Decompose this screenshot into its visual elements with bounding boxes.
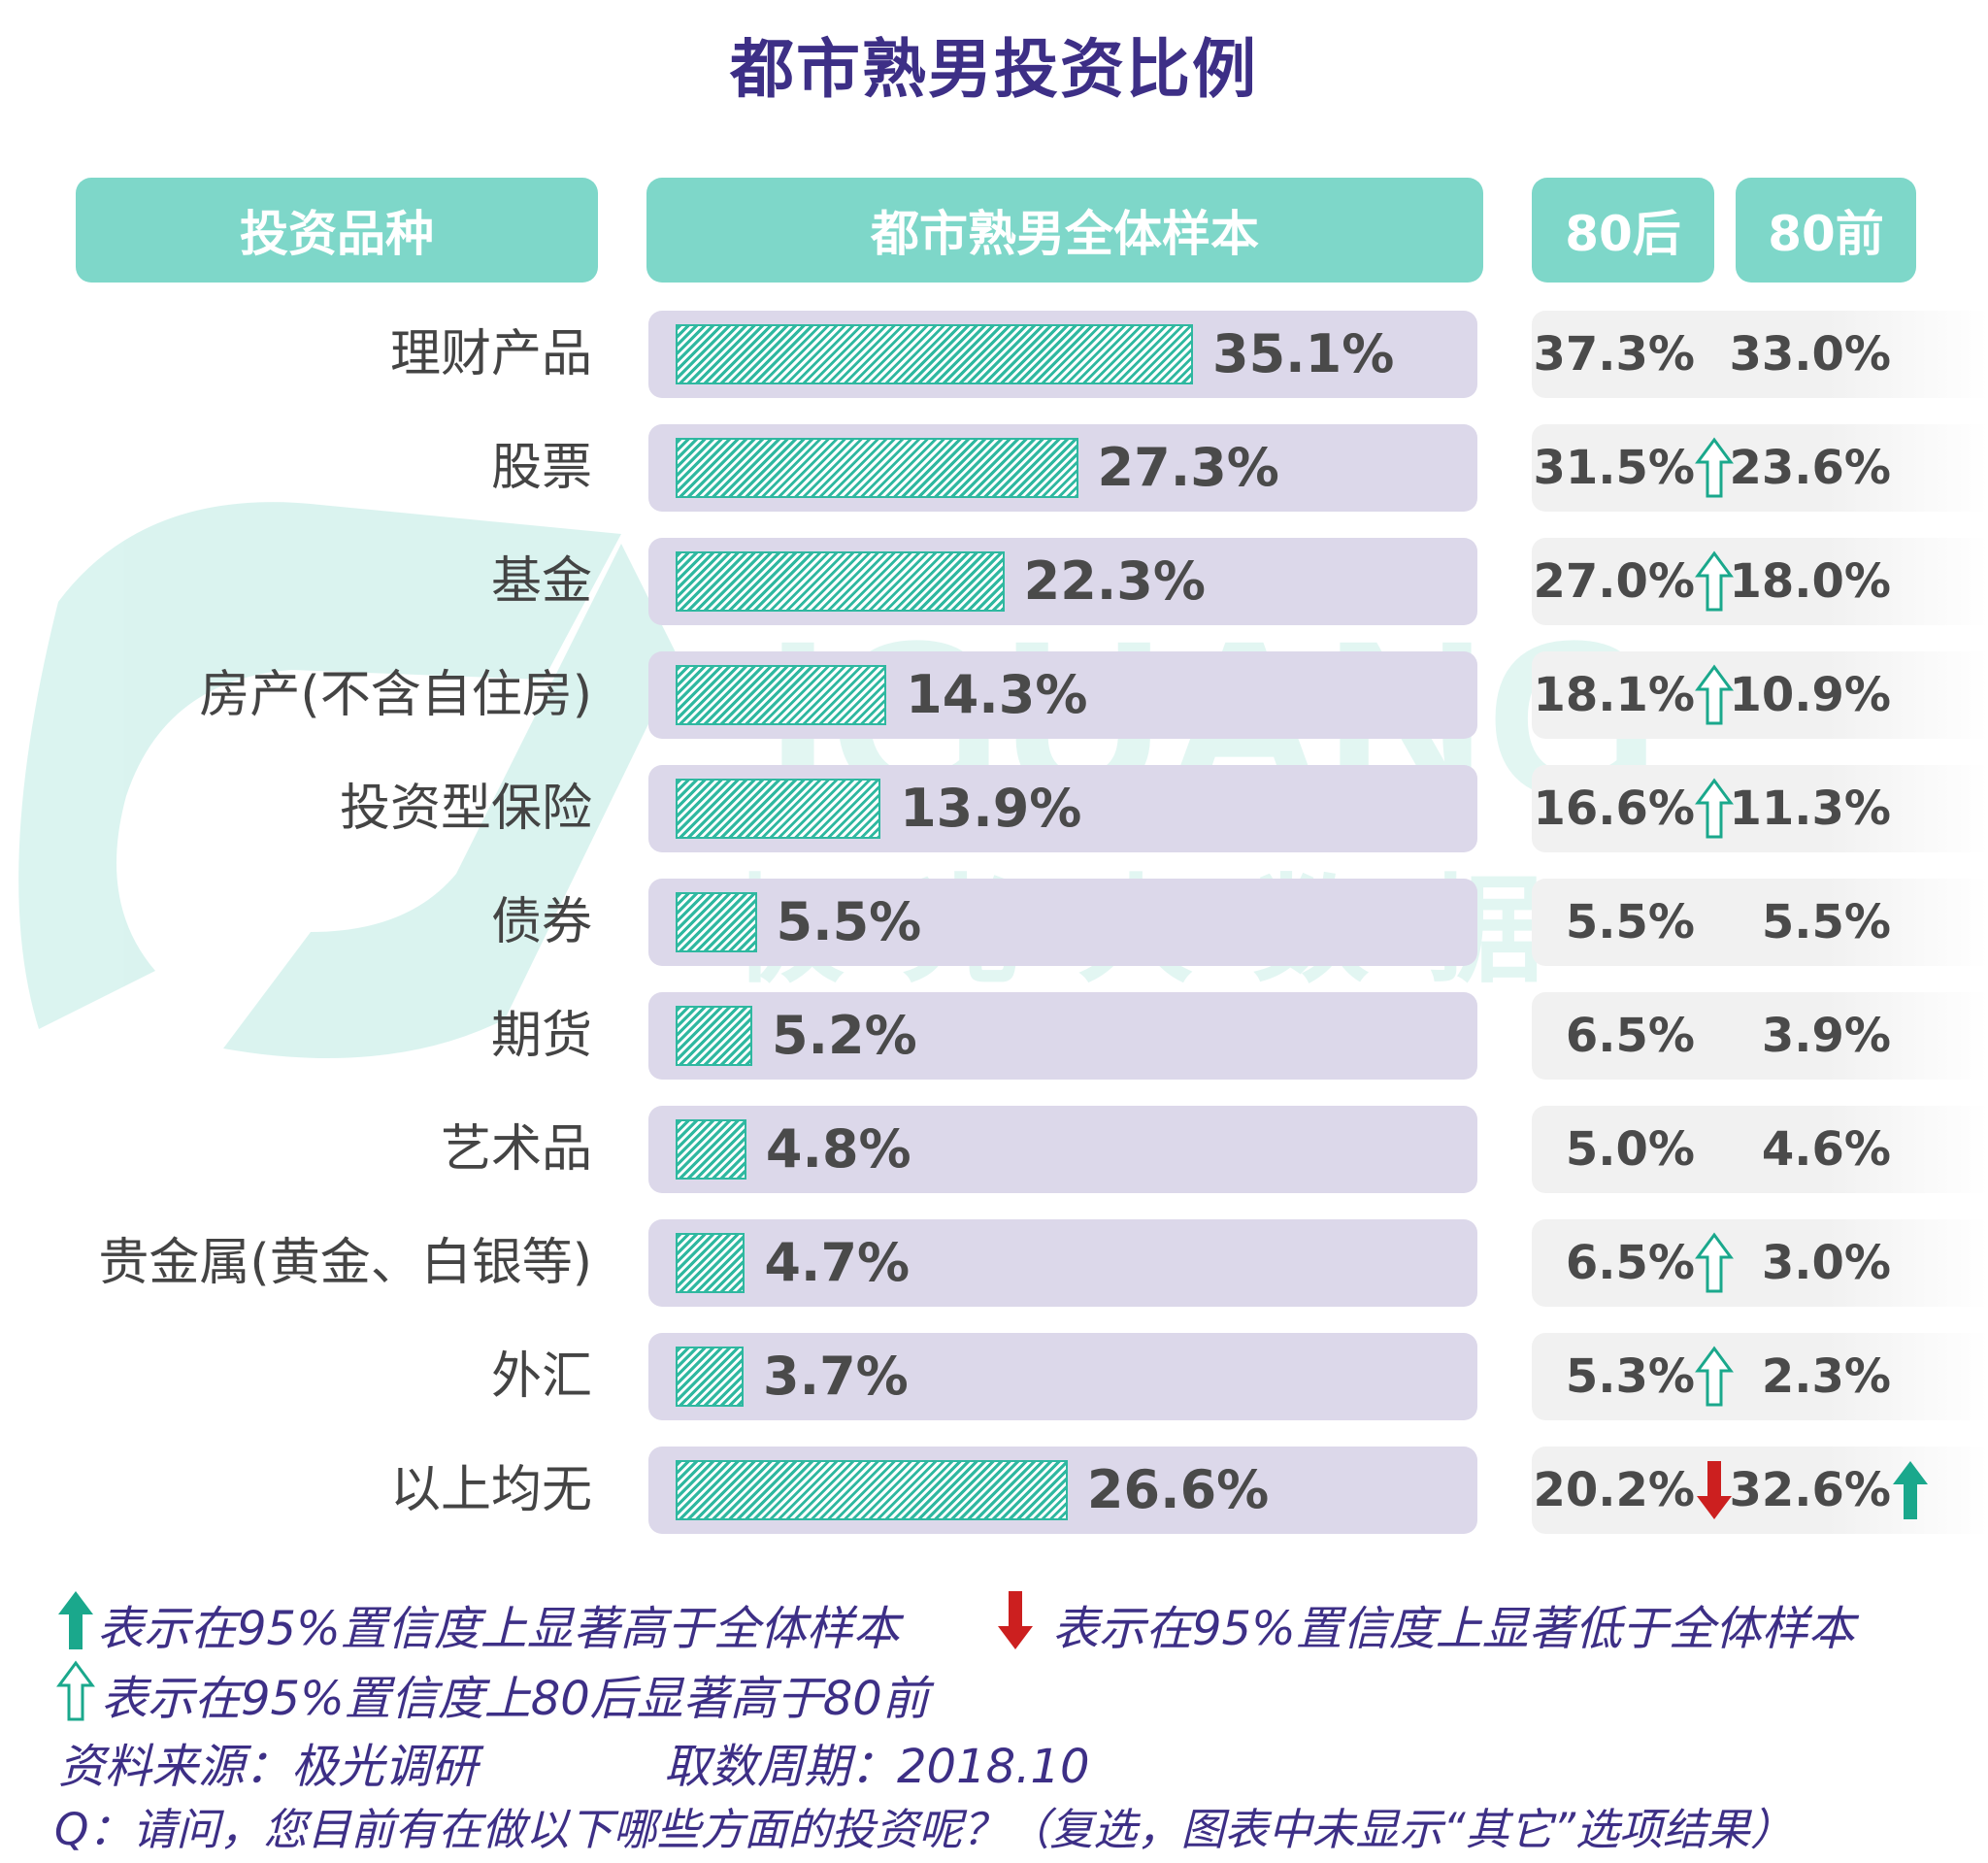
bar — [676, 1006, 752, 1066]
post80-value: 6.5% — [1565, 1009, 1695, 1063]
comparison-cell: 31.5% 23.6% — [1532, 424, 1988, 512]
comparison-cell: 37.3% 33.0% — [1532, 311, 1988, 398]
bar-track: 13.9% — [648, 765, 1477, 852]
post80-value: 18.1% — [1533, 668, 1695, 722]
page-title: 都市熟男投资比例 — [730, 32, 1258, 107]
post80-value: 37.3% — [1533, 327, 1695, 382]
value-label: 14.3% — [906, 664, 1088, 725]
header-category: 投资品种 — [76, 178, 598, 283]
category-label: 贵金属(黄金、白银等) — [98, 1234, 592, 1292]
legend-up-text: 表示在95%置信度上显著高于全体样本 — [97, 1602, 900, 1656]
comparison-cell: 27.0% 18.0% — [1532, 538, 1988, 625]
comparison-cell: 18.1% 10.9% — [1532, 651, 1988, 739]
category-label: 以上均无 — [389, 1461, 592, 1519]
post80-value: 5.3% — [1565, 1349, 1695, 1404]
hollow-up-arrow-icon — [1695, 1346, 1734, 1407]
bar-track: 5.5% — [648, 879, 1477, 966]
value-label: 13.9% — [900, 778, 1082, 839]
category-label: 股票 — [490, 439, 592, 497]
value-label: 26.6% — [1086, 1459, 1270, 1520]
category-label: 期货 — [490, 1007, 592, 1065]
post80-value: 31.5% — [1533, 441, 1695, 495]
header-total: 都市熟男全体样本 — [646, 178, 1483, 283]
source-text: 资料来源：极光调研 — [58, 1740, 479, 1794]
bar-track: 14.3% — [648, 651, 1477, 739]
category-label: 债券 — [490, 893, 592, 951]
post80-value: 5.0% — [1565, 1122, 1695, 1177]
hollow-up-arrow-icon — [1695, 550, 1734, 612]
comparison-cell: 5.3% 2.3% — [1532, 1333, 1988, 1420]
post80-value: 20.2% — [1533, 1463, 1695, 1517]
comparison-cell: 20.2% 32.6% — [1532, 1447, 1988, 1534]
value-label: 4.8% — [765, 1118, 911, 1180]
category-label: 基金 — [490, 552, 592, 611]
pre80-value: 11.3% — [1729, 782, 1891, 836]
legend-down-arrow-icon — [998, 1591, 1033, 1649]
down-arrow-icon — [1697, 1461, 1732, 1519]
comparison-cell: 5.0% 4.6% — [1532, 1106, 1988, 1193]
bar — [676, 1460, 1068, 1520]
pre80-value: 10.9% — [1729, 668, 1891, 722]
value-label: 22.3% — [1023, 550, 1206, 612]
bar-track: 5.2% — [648, 992, 1477, 1080]
pre80-value: 4.6% — [1761, 1122, 1891, 1177]
header-pre80: 80前 — [1736, 178, 1916, 283]
value-label: 5.5% — [776, 891, 922, 952]
hollow-up-arrow-icon — [1695, 664, 1734, 725]
category-label: 理财产品 — [389, 325, 592, 383]
comparison-cell: 6.5% 3.9% — [1532, 992, 1988, 1080]
category-label: 房产(不含自住房) — [199, 666, 592, 724]
pre80-value: 23.6% — [1729, 441, 1891, 495]
hollow-up-arrow-icon — [1695, 437, 1734, 498]
value-label: 27.3% — [1097, 437, 1279, 498]
pre80-value: 18.0% — [1729, 554, 1891, 609]
legend-hollow-text: 表示在95%置信度上80后显著高于80前 — [101, 1672, 929, 1726]
bar-track: 27.3% — [648, 424, 1477, 512]
bar — [676, 779, 881, 839]
bar-track: 35.1% — [648, 311, 1477, 398]
legend-hollow-arrow-icon — [56, 1660, 95, 1721]
hollow-up-arrow-icon — [1695, 1232, 1734, 1293]
header-post80: 80后 — [1532, 178, 1714, 283]
value-label: 4.7% — [764, 1232, 911, 1293]
bar — [676, 665, 887, 725]
period-text: 取数周期：2018.10 — [664, 1740, 1090, 1794]
bar — [676, 1233, 746, 1293]
comparison-cell: 16.6% 11.3% — [1532, 765, 1988, 852]
pre80-value: 2.3% — [1761, 1349, 1891, 1404]
category-label: 艺术品 — [440, 1120, 592, 1179]
post80-value: 5.5% — [1565, 895, 1695, 949]
pre80-value: 5.5% — [1761, 895, 1891, 949]
pre80-value: 32.6% — [1729, 1463, 1891, 1517]
comparison-cell: 6.5% 3.0% — [1532, 1219, 1988, 1307]
bar-track: 3.7% — [648, 1333, 1477, 1420]
pre80-value: 3.0% — [1761, 1236, 1891, 1290]
up-arrow-icon — [1893, 1461, 1928, 1519]
bar-track: 4.8% — [648, 1106, 1477, 1193]
post80-value: 27.0% — [1533, 554, 1695, 609]
value-label: 3.7% — [763, 1346, 909, 1407]
category-label: 外汇 — [490, 1347, 592, 1406]
comparison-cell: 5.5% 5.5% — [1532, 879, 1988, 966]
question-text: Q：请问，您目前有在做以下哪些方面的投资呢？（复选，图表中未显示“其它”选项结果… — [54, 1804, 1795, 1855]
bar — [676, 551, 1005, 612]
post80-value: 16.6% — [1533, 782, 1695, 836]
bar — [676, 438, 1078, 498]
post80-value: 6.5% — [1565, 1236, 1695, 1290]
bar — [676, 1347, 744, 1407]
bar-track: 26.6% — [648, 1447, 1477, 1534]
pre80-value: 33.0% — [1729, 327, 1891, 382]
value-label: 5.2% — [771, 1005, 917, 1066]
bar — [676, 892, 757, 952]
bar — [676, 1119, 746, 1180]
legend-up-arrow-icon — [58, 1591, 93, 1649]
category-label: 投资型保险 — [339, 780, 592, 838]
legend-down-text: 表示在95%置信度上显著低于全体样本 — [1052, 1602, 1855, 1656]
hollow-up-arrow-icon — [1695, 778, 1734, 839]
bar — [676, 324, 1193, 384]
pre80-value: 3.9% — [1761, 1009, 1891, 1063]
value-label: 35.1% — [1212, 323, 1395, 384]
bar-track: 22.3% — [648, 538, 1477, 625]
bar-track: 4.7% — [648, 1219, 1477, 1307]
